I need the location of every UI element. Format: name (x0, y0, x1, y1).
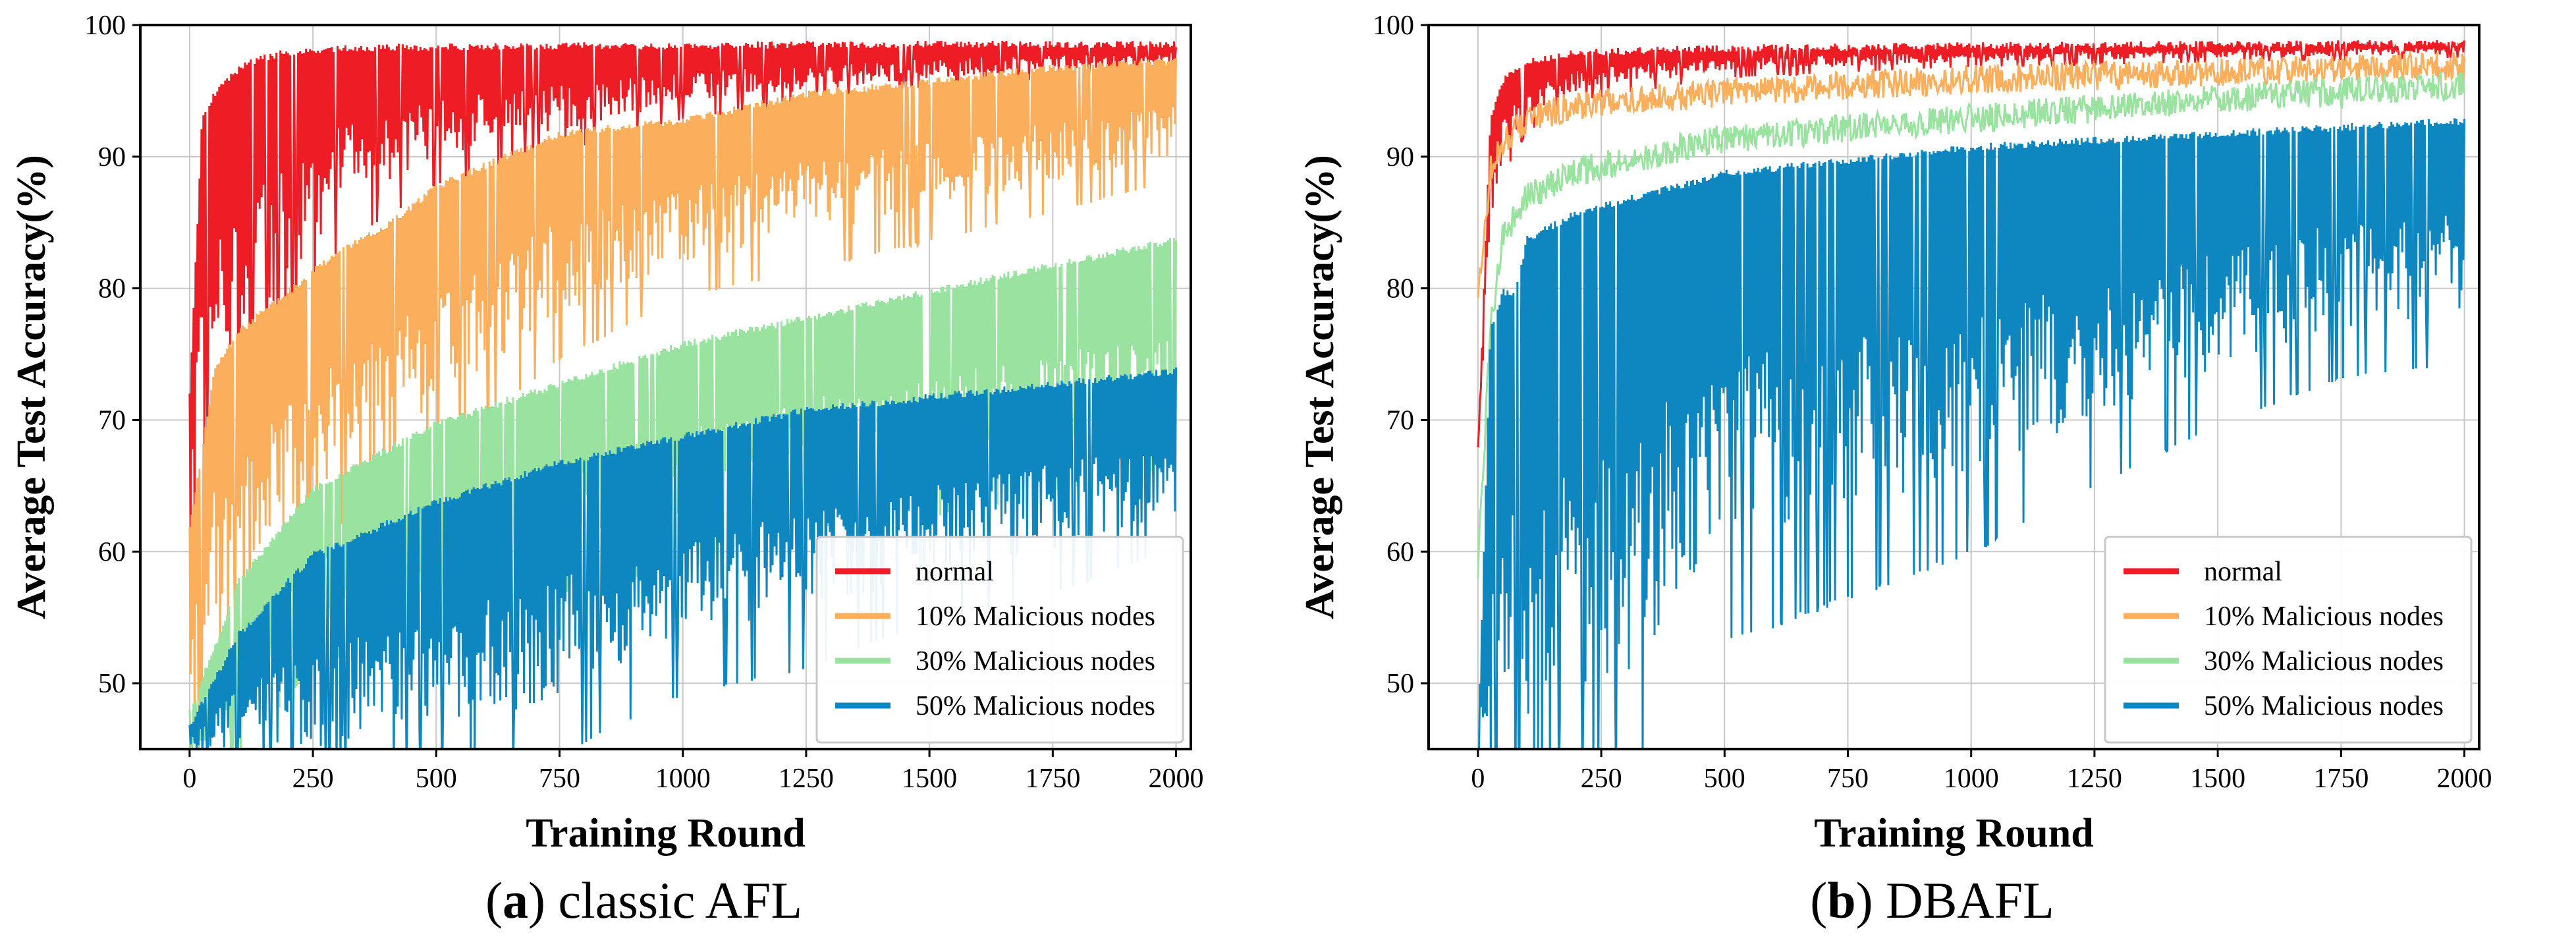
x-tick-label: 1750 (1025, 764, 1080, 794)
y-tick-label: 60 (98, 537, 126, 567)
legend-box (2104, 536, 2473, 744)
plot-frame (139, 24, 1192, 750)
y-tick-label: 80 (1386, 274, 1414, 304)
series-line-1 (1477, 49, 2465, 298)
chart-panel-a: 0 250 500 750 1000 1250 1500 1750 2000 50 60 70 80 90… (9, 11, 1204, 929)
legend-label-2: 30% Malicious nodes (2204, 646, 2444, 677)
plot-frame (1427, 24, 2480, 750)
y-tick-label: 50 (1386, 669, 1414, 699)
series-line-3 (188, 367, 1177, 749)
x-tick-label: 500 (1704, 764, 1745, 794)
caption-a: (a) classic AFL (485, 872, 802, 929)
x-tick-label: 2000 (1149, 764, 1204, 794)
y-tick-label: 50 (98, 669, 126, 699)
x-tick-label: 1250 (779, 764, 834, 794)
x-tick-label: 500 (416, 764, 457, 794)
y-tick-label: 90 (98, 142, 126, 173)
legend-label-0: normal (2204, 557, 2282, 587)
x-tick-label: 250 (292, 764, 334, 794)
series-line-1 (188, 58, 1177, 749)
series-line-2 (188, 238, 1177, 749)
x-tick-label: 2000 (2437, 764, 2492, 794)
x-axis-title: Training Round (526, 811, 805, 856)
caption-b: (b) DBAFL (1810, 872, 2054, 929)
x-tick-label: 1250 (2067, 764, 2122, 794)
plot-area (188, 40, 1177, 749)
series-line-3 (1478, 118, 2465, 749)
y-tick-label: 70 (98, 405, 126, 435)
x-tick-label: 1500 (2190, 764, 2245, 794)
y-tick-label: 90 (1386, 142, 1414, 173)
x-axis-title: Training Round (1814, 811, 2093, 856)
y-axis-title: Average Test Accuracy(%) (1298, 155, 1342, 619)
legend-box (815, 536, 1184, 744)
y-tick-label: 80 (98, 274, 126, 304)
y-tick-label: 100 (84, 11, 126, 41)
x-tick-label: 750 (539, 764, 580, 794)
plot-area (1477, 40, 2465, 749)
x-tick-label: 1500 (902, 764, 957, 794)
y-tick-label: 70 (1386, 405, 1414, 435)
y-tick-label: 60 (1386, 537, 1414, 567)
y-tick-label: 100 (1373, 11, 1414, 41)
x-tick-label: 250 (1581, 764, 1622, 794)
legend-label-3: 50% Malicious nodes (916, 691, 1155, 721)
legend-label-1: 10% Malicious nodes (2204, 601, 2444, 632)
legend-label-2: 30% Malicious nodes (916, 646, 1155, 677)
x-tick-label: 1750 (2313, 764, 2369, 794)
y-axis-title: Average Test Accuracy(%) (9, 155, 54, 619)
x-tick-label: 0 (1471, 764, 1485, 794)
chart-panel-b: 0 250 500 750 1000 1250 1500 1750 2000 50 60 70 80 90… (1288, 0, 2576, 950)
chart-b: 0 250 500 750 1000 1250 1500 1750 2000 50 60 70 80 90… (1298, 11, 2492, 856)
legend-label-3: 50% Malicious nodes (2204, 691, 2444, 721)
x-tick-label: 0 (182, 764, 196, 794)
x-tick-label: 1000 (1944, 764, 1999, 794)
x-tick-label: 750 (1827, 764, 1869, 794)
series-line-2 (1477, 72, 2465, 578)
chart-a: 0 250 500 750 1000 1250 1500 1750 2000 50 60 70 80 90… (9, 11, 1204, 856)
legend-label-0: normal (916, 557, 994, 587)
legend-label-1: 10% Malicious nodes (916, 601, 1155, 632)
series-line-0 (1477, 40, 2465, 447)
x-tick-label: 1000 (655, 764, 711, 794)
series-line-0 (188, 40, 1177, 539)
